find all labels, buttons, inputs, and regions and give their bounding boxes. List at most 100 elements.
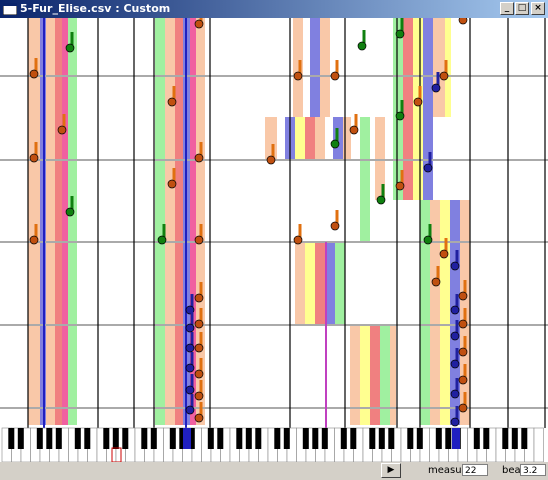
note-band: [360, 325, 370, 425]
note-head: [194, 391, 204, 401]
black-key: [321, 428, 328, 449]
black-key: [388, 428, 395, 449]
note-head: [450, 389, 460, 399]
note-head: [266, 155, 276, 165]
black-key: [55, 428, 62, 449]
note-head: [439, 71, 449, 81]
note-head: [194, 293, 204, 303]
note-head: [293, 235, 303, 245]
black-key: [350, 428, 357, 449]
note-head: [357, 41, 367, 51]
black-key: [74, 428, 81, 449]
black-key: [511, 428, 518, 449]
note-band: [343, 117, 351, 160]
close-button[interactable]: ×: [531, 2, 545, 15]
black-key: [502, 428, 509, 449]
black-key: [245, 428, 252, 449]
note-band: [293, 18, 303, 117]
note-band: [413, 18, 423, 200]
note-head: [29, 153, 39, 163]
note-band: [370, 325, 380, 425]
status-bar: ▶ measure 22 beat 3.2: [0, 462, 548, 480]
black-key: [435, 428, 442, 449]
note-head: [167, 179, 177, 189]
black-key: [150, 428, 157, 449]
black-key: [445, 428, 452, 449]
pressed-key: [111, 447, 122, 462]
note-head: [423, 163, 433, 173]
note-band: [350, 325, 360, 425]
note-head: [395, 181, 405, 191]
black-key: [36, 428, 43, 449]
note-band: [295, 242, 305, 325]
measure-field[interactable]: 22: [462, 464, 488, 476]
beat-label: beat: [502, 465, 525, 476]
note-head: [194, 413, 204, 423]
note-head: [395, 29, 405, 39]
black-key: [283, 428, 290, 449]
beat-field[interactable]: 3.2: [520, 464, 546, 476]
note-band: [62, 18, 68, 425]
note-head: [194, 19, 204, 29]
note-band: [375, 117, 385, 200]
maximize-button[interactable]: □: [515, 2, 529, 15]
black-key: [378, 428, 385, 449]
black-key: [312, 428, 319, 449]
black-key: [122, 428, 129, 449]
note-head: [57, 125, 67, 135]
note-head: [423, 235, 433, 245]
note-head: [458, 347, 468, 357]
note-head: [194, 319, 204, 329]
white-key: [533, 427, 544, 462]
note-head: [29, 235, 39, 245]
note-head: [65, 207, 75, 217]
note-band: [315, 117, 325, 160]
note-head: [439, 249, 449, 259]
note-head: [330, 139, 340, 149]
black-key: [141, 428, 148, 449]
note-head: [330, 71, 340, 81]
note-band: [420, 200, 430, 425]
title-bar: 5-Fur_Elise.csv : Custom _ □ ×: [0, 0, 548, 18]
note-band: [445, 18, 451, 117]
black-key: [217, 428, 224, 449]
note-head: [431, 277, 441, 287]
note-head: [167, 97, 177, 107]
note-head: [185, 343, 195, 353]
play-button[interactable]: ▶: [381, 463, 401, 478]
note-head: [395, 111, 405, 121]
note-head: [29, 69, 39, 79]
note-head: [458, 291, 468, 301]
black-key: [416, 428, 423, 449]
black-key: [473, 428, 480, 449]
note-band: [46, 18, 55, 425]
note-head: [450, 417, 460, 427]
black-key: [112, 428, 119, 449]
note-band: [335, 242, 345, 325]
black-key: [236, 428, 243, 449]
note-band: [305, 242, 315, 325]
minimize-button[interactable]: _: [500, 2, 514, 15]
note-band: [68, 18, 77, 425]
black-key: [521, 428, 528, 449]
note-band: [196, 18, 205, 425]
note-band: [423, 18, 433, 200]
note-band: [380, 325, 390, 425]
note-head: [194, 153, 204, 163]
black-key: [369, 428, 376, 449]
note-head: [185, 405, 195, 415]
black-key: [274, 428, 281, 449]
black-key: [207, 428, 214, 449]
note-band: [393, 18, 403, 200]
note-head: [458, 18, 468, 25]
black-key: [17, 428, 24, 449]
note-head: [349, 125, 359, 135]
black-key: [179, 428, 186, 449]
note-band: [155, 18, 165, 425]
note-band: [430, 200, 440, 425]
note-band: [310, 18, 320, 117]
pressed-key: [183, 428, 191, 449]
window-title: 5-Fur_Elise.csv : Custom: [20, 2, 171, 15]
note-head: [458, 403, 468, 413]
pressed-key: [452, 428, 460, 449]
